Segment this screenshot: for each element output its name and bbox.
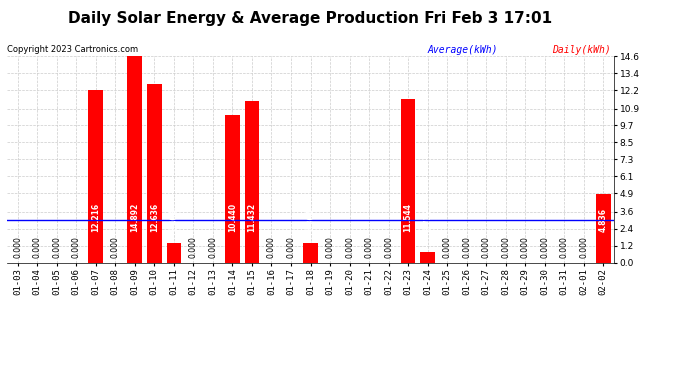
Text: 14.892: 14.892 [130,202,139,231]
Text: Daily(kWh): Daily(kWh) [552,45,611,55]
Text: 0.000: 0.000 [326,237,335,258]
Text: 10.440: 10.440 [228,202,237,231]
Text: 0.000: 0.000 [189,237,198,258]
Bar [420,252,435,262]
Bar [147,84,161,262]
Text: 0.000: 0.000 [13,237,22,258]
Text: 0.000: 0.000 [384,237,393,258]
Bar [401,99,415,262]
Text: 0.000: 0.000 [501,237,510,258]
Text: Daily Solar Energy & Average Production Fri Feb 3 17:01: Daily Solar Energy & Average Production … [68,11,553,26]
Text: Copyright 2023 Cartronics.com: Copyright 2023 Cartronics.com [7,45,138,54]
Text: 0.732: 0.732 [423,208,432,231]
Text: 0.000: 0.000 [345,237,354,258]
Text: 1.364: 1.364 [306,208,315,231]
Text: 12.636: 12.636 [150,202,159,231]
Text: 0.000: 0.000 [52,237,61,258]
Text: 0.000: 0.000 [443,237,452,258]
Text: 0.000: 0.000 [580,237,589,258]
Text: 0.000: 0.000 [286,237,295,258]
Bar [225,115,239,262]
Text: 0.000: 0.000 [364,237,373,258]
Text: 0.000: 0.000 [540,237,549,258]
Text: 11.432: 11.432 [248,202,257,231]
Text: 0.000: 0.000 [32,237,41,258]
Text: Average(kWh): Average(kWh) [428,45,498,55]
Text: 0.000: 0.000 [72,237,81,258]
Text: 0.000: 0.000 [560,237,569,258]
Text: 1.404: 1.404 [169,208,178,231]
Text: 0.000: 0.000 [521,237,530,258]
Bar [303,243,318,262]
Bar [88,90,103,262]
Text: 11.544: 11.544 [404,202,413,231]
Bar [245,101,259,262]
Text: 0.000: 0.000 [462,237,471,258]
Bar [128,52,142,262]
Text: 12.216: 12.216 [91,202,100,231]
Bar [166,243,181,262]
Text: 0.000: 0.000 [111,237,120,258]
Text: 4.836: 4.836 [599,208,608,231]
Text: 0.000: 0.000 [482,237,491,258]
Text: 0.000: 0.000 [208,237,217,258]
Bar [596,194,611,262]
Text: 0.000: 0.000 [267,237,276,258]
